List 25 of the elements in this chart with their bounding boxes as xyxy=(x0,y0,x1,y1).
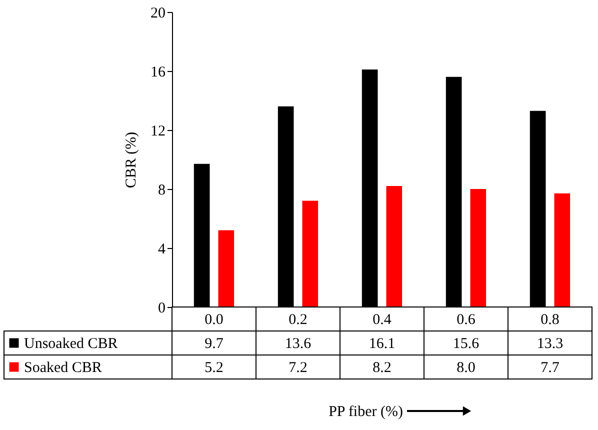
x-tick-label: 0.0 xyxy=(204,312,224,328)
legend-label: Soaked CBR xyxy=(24,360,102,376)
data-label: 9.7 xyxy=(204,336,224,352)
x-tick-label: 0.2 xyxy=(288,312,308,328)
data-label: 7.2 xyxy=(288,360,308,376)
y-tick-label: 0 xyxy=(158,300,166,316)
legend-label: Unsoaked CBR xyxy=(24,336,118,352)
data-label: 8.0 xyxy=(456,360,476,376)
y-tick-label: 4 xyxy=(158,242,166,258)
data-label: 8.2 xyxy=(372,360,392,376)
text: PP fiber (%) xyxy=(328,404,403,420)
data-label: 5.2 xyxy=(204,360,224,376)
data-label: 15.6 xyxy=(452,336,480,352)
y-tick-label: 8 xyxy=(158,182,166,198)
data-label: 16.1 xyxy=(368,336,396,352)
y-tick-label: 16 xyxy=(150,64,166,80)
data-label: 13.6 xyxy=(284,336,312,352)
x-tick-label: 0.6 xyxy=(456,312,476,328)
y-tick-label: 20 xyxy=(150,6,166,22)
data-label: 13.3 xyxy=(536,336,564,352)
y-tick-label: 12 xyxy=(150,124,166,140)
y-axis-title: CBR (%) xyxy=(124,132,140,188)
x-tick-label: 0.4 xyxy=(372,312,392,328)
x-tick-label: 0.8 xyxy=(540,312,560,328)
data-label: 7.7 xyxy=(540,360,560,376)
